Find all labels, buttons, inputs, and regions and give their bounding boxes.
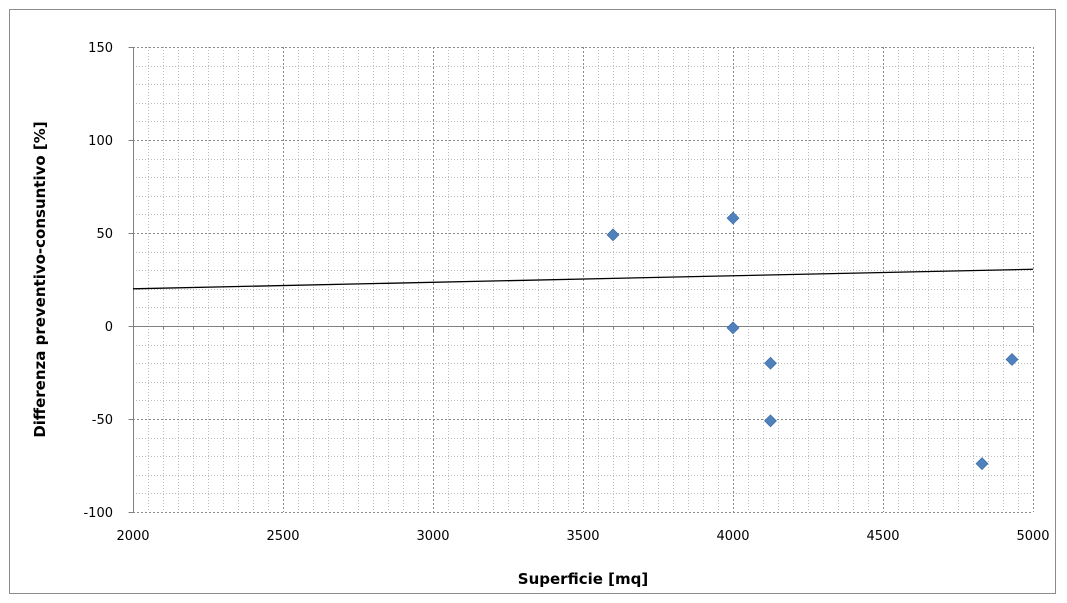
x-tick-label: 4500 [866,529,899,544]
y-tick-label: -100 [83,506,113,521]
data-point [764,356,777,370]
y-tick-label: -50 [92,413,113,428]
trendline-linear [132,268,1034,290]
data-point [764,414,777,428]
axes [128,47,1034,513]
data-point [975,457,989,471]
x-tick-labels: 2000 2500 3000 3500 4000 4500 5000 [116,529,1049,544]
data-point [726,321,740,335]
data-points [606,211,1019,471]
y-tick-label: 0 [105,320,113,335]
y-tick-labels: -100 -50 0 50 100 150 [83,41,113,521]
y-axis-title: Differenza preventivo-consuntivo [%] [31,121,49,437]
x-tick-label: 3500 [566,529,599,544]
x-tick-label: 5000 [1016,529,1049,544]
y-tick-label: 100 [88,134,113,149]
x-axis-title: Superficie [mq] [518,570,648,588]
x-tick-label: 2000 [116,529,149,544]
y-tick-label: 50 [96,227,113,242]
y-tick-label: 150 [88,41,113,56]
data-point [726,211,740,225]
data-point [1005,353,1019,366]
x-tick-label: 4000 [716,529,749,544]
trendline [132,268,1034,290]
x-tick-label: 2500 [266,529,299,544]
x-tick-label: 3000 [416,529,449,544]
data-point [606,228,620,242]
